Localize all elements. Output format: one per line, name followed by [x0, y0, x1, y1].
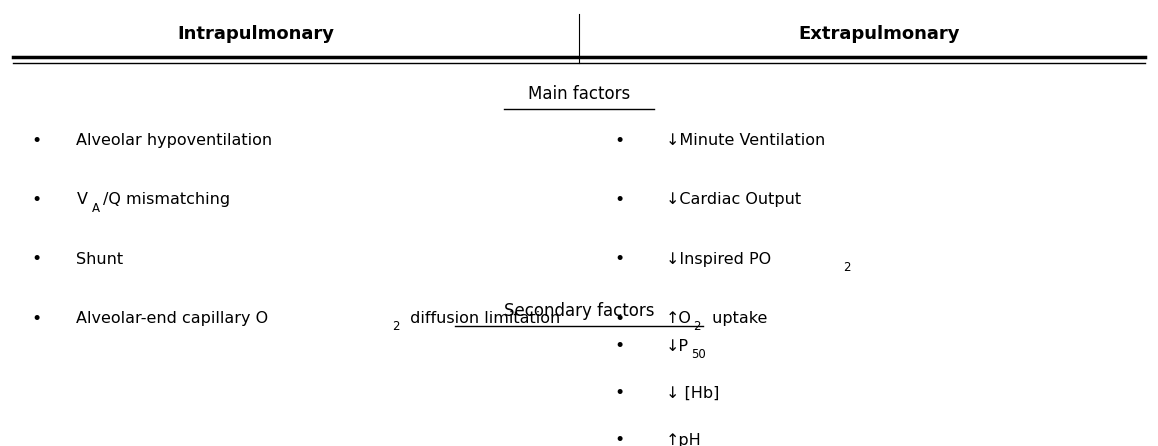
- Text: ↓Inspired PO: ↓Inspired PO: [666, 252, 771, 267]
- Text: uptake: uptake: [708, 311, 768, 326]
- Text: ↑pH: ↑pH: [666, 433, 702, 446]
- Text: diffusion limitation: diffusion limitation: [404, 311, 559, 326]
- Text: 50: 50: [691, 348, 706, 361]
- Text: Main factors: Main factors: [528, 85, 630, 103]
- Text: •: •: [31, 250, 42, 268]
- Text: V: V: [76, 193, 88, 207]
- Text: /Q mismatching: /Q mismatching: [103, 193, 230, 207]
- Text: ↓Minute Ventilation: ↓Minute Ventilation: [666, 133, 824, 148]
- Text: Shunt: Shunt: [76, 252, 124, 267]
- Text: A: A: [91, 202, 100, 215]
- Text: •: •: [614, 384, 624, 402]
- Text: •: •: [31, 310, 42, 328]
- Text: ↑O: ↑O: [666, 311, 691, 326]
- Text: 2: 2: [843, 261, 851, 274]
- Text: Secondary factors: Secondary factors: [504, 301, 654, 319]
- Text: •: •: [614, 132, 624, 149]
- Text: Intrapulmonary: Intrapulmonary: [177, 25, 334, 43]
- Text: •: •: [31, 132, 42, 149]
- Text: Alveolar hypoventilation: Alveolar hypoventilation: [76, 133, 272, 148]
- Text: 2: 2: [694, 320, 701, 334]
- Text: •: •: [614, 431, 624, 446]
- Text: •: •: [614, 250, 624, 268]
- Text: •: •: [31, 191, 42, 209]
- Text: ↓ [Hb]: ↓ [Hb]: [666, 386, 719, 401]
- Text: ↓Cardiac Output: ↓Cardiac Output: [666, 193, 801, 207]
- Text: •: •: [614, 310, 624, 328]
- Text: •: •: [614, 337, 624, 355]
- Text: Alveolar-end capillary O: Alveolar-end capillary O: [76, 311, 269, 326]
- Text: Extrapulmonary: Extrapulmonary: [799, 25, 960, 43]
- Text: •: •: [614, 191, 624, 209]
- Text: ↓P: ↓P: [666, 339, 689, 354]
- Text: 2: 2: [391, 320, 400, 334]
